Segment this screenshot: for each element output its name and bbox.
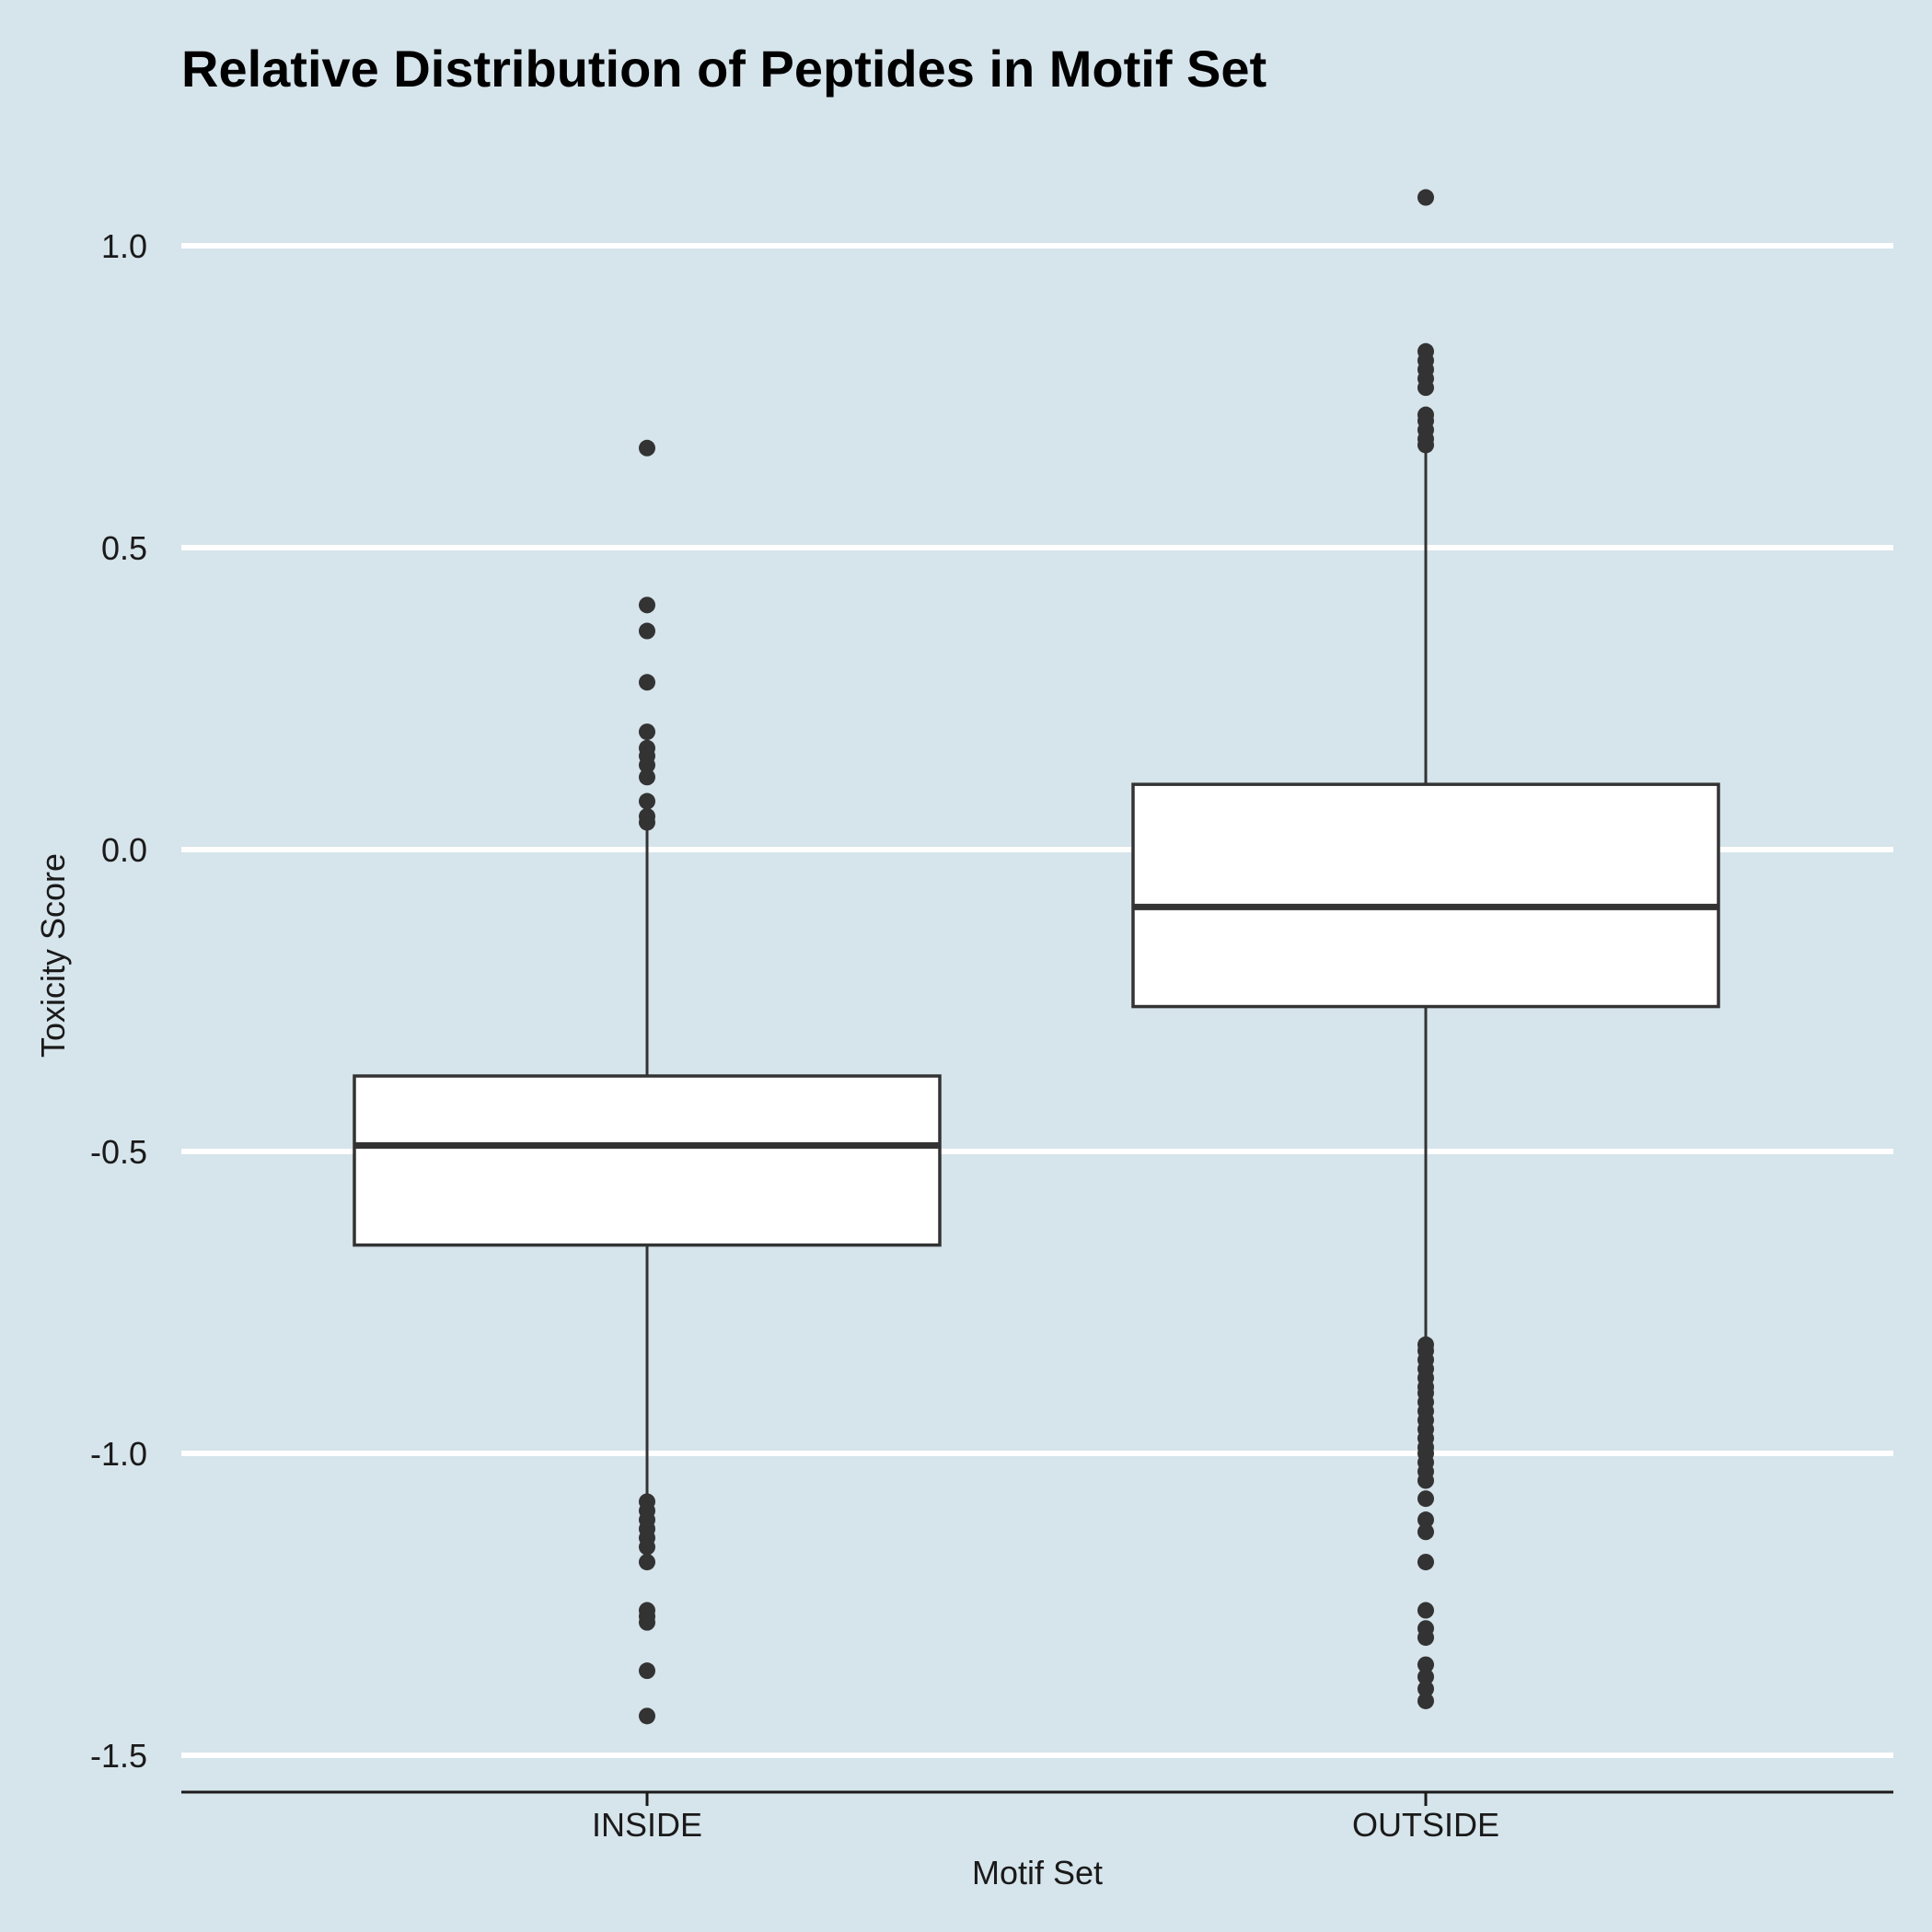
outlier-point xyxy=(1417,1472,1434,1489)
outlier-point xyxy=(1417,436,1434,454)
outlier-point xyxy=(1417,1511,1434,1529)
y-tick-label-1: 0.5 xyxy=(101,529,147,567)
outlier-point xyxy=(1417,1490,1434,1508)
y-tick-label-5: -1.5 xyxy=(90,1737,147,1775)
y-tick-label-3: -0.5 xyxy=(90,1133,147,1171)
outlier-point xyxy=(1417,1680,1434,1697)
iqr-box xyxy=(1131,782,1720,1009)
x-axis-title: Motif Set xyxy=(972,1854,1103,1892)
outlier-point xyxy=(1417,1602,1434,1619)
outlier-point xyxy=(639,723,655,741)
outlier-point xyxy=(639,439,655,457)
outlier-point xyxy=(1417,1692,1434,1709)
box-inside xyxy=(353,439,942,1725)
x-tick-labels: INSIDE OUTSIDE xyxy=(592,1792,1499,1844)
outlier-point xyxy=(1417,1668,1434,1685)
x-tick-label-outside: OUTSIDE xyxy=(1352,1806,1499,1844)
outlier-point xyxy=(639,769,655,786)
outlier-point xyxy=(639,596,655,614)
outlier-point xyxy=(1417,1629,1434,1647)
iqr-box xyxy=(353,1074,942,1247)
outlier-point xyxy=(1417,379,1434,397)
y-tick-label-2: 0.0 xyxy=(101,831,147,869)
outlier-point xyxy=(1417,1523,1434,1541)
outlier-point xyxy=(639,1662,655,1680)
outlier-point xyxy=(1417,1554,1434,1571)
chart-title: Relative Distribution of Peptides in Mot… xyxy=(181,40,1267,98)
outlier-point xyxy=(639,792,655,810)
outlier-point xyxy=(639,1707,655,1725)
outlier-point xyxy=(1417,1656,1434,1673)
outlier-point xyxy=(639,814,655,831)
box-outside xyxy=(1131,189,1720,1709)
outlier-point xyxy=(639,1614,655,1631)
box-series xyxy=(353,189,1720,1725)
y-tick-label-4: -1.0 xyxy=(90,1435,147,1473)
outlier-point xyxy=(639,674,655,691)
y-axis-title: Toxicity Score xyxy=(34,853,72,1058)
y-tick-labels: 1.0 0.5 0.0 -0.5 -1.0 -1.5 xyxy=(90,227,147,1775)
x-tick-label-inside: INSIDE xyxy=(592,1806,702,1844)
outlier-point xyxy=(639,757,655,774)
outlier-point xyxy=(639,1554,655,1571)
outlier-point xyxy=(639,622,655,640)
outlier-point xyxy=(1417,189,1434,206)
y-tick-label-0: 1.0 xyxy=(101,227,147,265)
outlier-point xyxy=(639,1538,655,1556)
